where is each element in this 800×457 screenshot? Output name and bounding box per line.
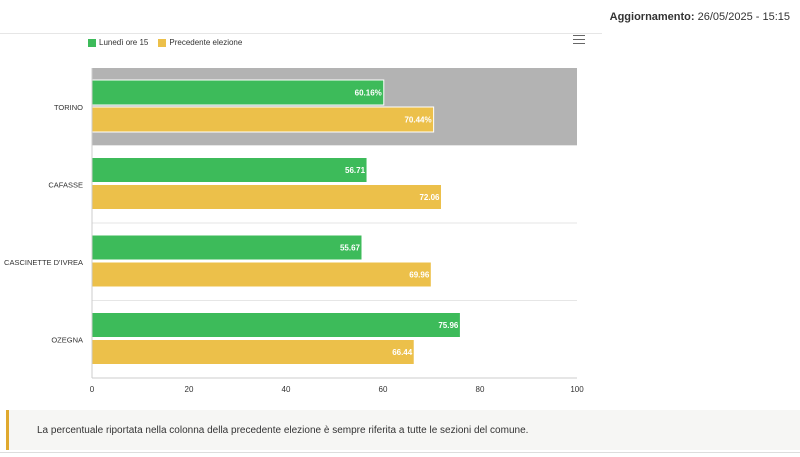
data-label: 75.96 xyxy=(438,321,459,330)
divider xyxy=(0,33,602,34)
update-label: Aggiornamento: xyxy=(609,11,695,23)
legend-swatch-current xyxy=(88,38,96,47)
update-info: Aggiornamento: 26/05/2025 - 15:15 xyxy=(610,11,790,23)
update-value: 26/05/2025 - 15:15 xyxy=(697,11,790,23)
bar-previous xyxy=(91,106,435,133)
data-label: 60.16% xyxy=(355,89,382,98)
bar-current xyxy=(91,234,363,261)
legend-label-current: Lunedì ore 15 xyxy=(99,38,149,47)
category-label: CAFASSE xyxy=(48,180,83,189)
x-tick-label: 80 xyxy=(476,385,485,394)
x-tick-label: 20 xyxy=(185,385,194,394)
category-label: OZEGNA xyxy=(51,335,83,344)
divider-bottom xyxy=(0,452,800,453)
bar-current xyxy=(91,312,461,338)
data-label: 69.96 xyxy=(409,271,430,280)
bar-previous xyxy=(91,261,432,288)
x-tick-label: 40 xyxy=(282,385,291,394)
chart-legend: Lunedì ore 15 Precedente elezione xyxy=(88,38,242,47)
data-label: 55.67 xyxy=(340,244,361,253)
data-label: 56.71 xyxy=(345,166,366,175)
legend-item-previous[interactable]: Precedente elezione xyxy=(158,38,242,47)
legend-swatch-previous xyxy=(158,38,167,47)
category-label: CASCINETTE D'IVREA xyxy=(4,258,83,267)
data-label: 70.44% xyxy=(404,116,431,125)
info-note: La percentuale riportata nella colonna d… xyxy=(6,410,800,450)
x-tick-label: 100 xyxy=(570,385,584,394)
legend-label-previous: Precedente elezione xyxy=(169,38,243,47)
data-label: 66.44 xyxy=(392,348,413,357)
bar-current xyxy=(91,79,385,106)
x-tick-label: 0 xyxy=(90,385,95,394)
chart-menu-icon[interactable] xyxy=(573,35,585,45)
legend-item-current[interactable]: Lunedì ore 15 xyxy=(88,38,148,47)
bar-chart: TORINO 60.16% 70.44% CAFASSE 56.71 72.06 CASCI… xyxy=(4,68,584,394)
bar-previous xyxy=(91,184,442,210)
x-tick-label: 60 xyxy=(379,385,388,394)
data-label: 72.06 xyxy=(419,193,440,202)
bar-previous xyxy=(91,339,415,365)
category-label: TORINO xyxy=(54,103,83,112)
note-text: La percentuale riportata nella colonna d… xyxy=(37,424,529,436)
bar-current xyxy=(91,157,368,183)
